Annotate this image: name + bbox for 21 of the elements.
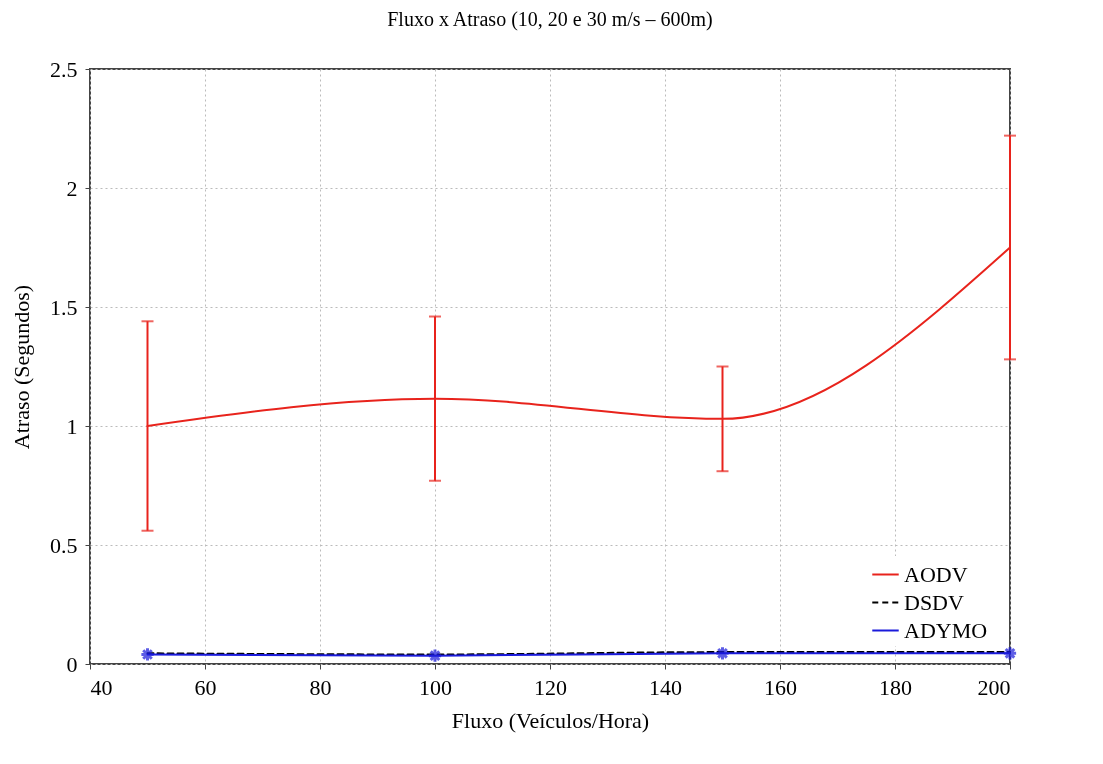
x-tick-label: 80 [309, 674, 332, 700]
x-tick-label: 120 [534, 674, 567, 700]
y-tick-label: 2 [66, 175, 78, 201]
y-axis-title: Atraso (Segundos) [9, 284, 34, 450]
y-tick-label: 0.5 [50, 532, 78, 558]
legend-label: DSDV [904, 589, 965, 615]
y-tick-label: 1 [66, 413, 78, 439]
y-tick-label: 2.5 [50, 56, 78, 82]
x-tick-label: 160 [764, 674, 797, 700]
x-tick-label: 60 [194, 674, 217, 700]
x-tick-label: 140 [649, 674, 682, 700]
x-tick-label: 180 [879, 674, 912, 700]
legend-label: AODV [904, 561, 968, 587]
x-tick-label: 40 [90, 674, 113, 700]
y-tick-label: 1.5 [50, 294, 78, 320]
x-axis-title: Fluxo (Veículos/Hora) [451, 707, 650, 733]
chart-title: Fluxo x Atraso (10, 20 e 30 m/s – 600m) [387, 8, 713, 31]
legend-label: ADYMO [904, 617, 988, 643]
y-tick-label: 0 [66, 651, 78, 677]
x-tick-label: 100 [419, 674, 452, 700]
x-tick-label: 200 [977, 674, 1011, 700]
